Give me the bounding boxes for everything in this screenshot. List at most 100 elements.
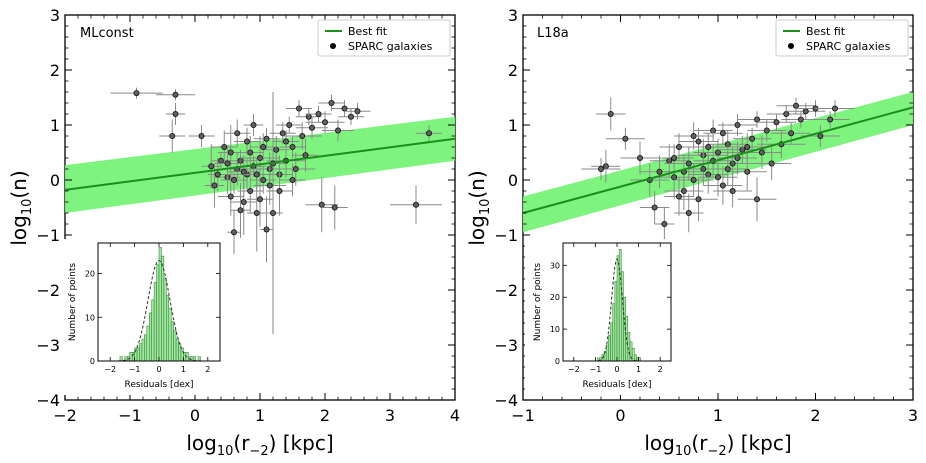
point-marker (827, 116, 834, 123)
histogram-bar (148, 312, 152, 362)
legend-label-fit: Best fit (348, 25, 388, 38)
point-marker (273, 146, 280, 153)
data-point (276, 116, 303, 134)
inset-x-tick-label: −1 (590, 365, 602, 374)
point-marker (269, 209, 276, 216)
data-point (718, 114, 757, 136)
point-marker (719, 182, 726, 189)
point-marker (227, 149, 234, 156)
inset-x-tick-label: 0 (156, 365, 161, 374)
histogram-bar (158, 247, 162, 362)
y-axis-title: log10(n) (465, 170, 493, 245)
y-tick-label: 2 (50, 61, 60, 80)
data-point (282, 122, 322, 150)
y-axis-title: log10(n) (7, 170, 35, 245)
point-marker (318, 201, 325, 208)
y-tick-label: 0 (50, 171, 60, 190)
point-marker (705, 171, 712, 178)
inset-x-title: Residuals [dex] (125, 380, 194, 390)
point-marker (656, 168, 663, 175)
point-marker (266, 182, 273, 189)
histogram-bar (129, 352, 133, 362)
point-marker (315, 111, 322, 118)
point-marker (705, 143, 712, 150)
y-tick-label: 1 (508, 116, 518, 135)
data-point (321, 185, 348, 230)
best-fit-line (522, 106, 914, 214)
point-marker (744, 143, 751, 150)
data-point (781, 111, 821, 128)
point-marker (817, 132, 824, 139)
point-marker (221, 143, 228, 150)
data-point (243, 114, 264, 136)
point-marker (347, 113, 354, 120)
data-point (217, 177, 244, 216)
data-point (605, 127, 645, 150)
point-marker (602, 163, 609, 170)
data-point (596, 97, 626, 131)
data-point (227, 155, 260, 189)
inset-x-tick-label: −2 (568, 365, 580, 374)
data-point (305, 105, 332, 123)
x-tick-label: −1 (511, 406, 535, 425)
data-point (253, 127, 280, 150)
x-tick-label: −2 (53, 406, 77, 425)
data-point (266, 166, 293, 216)
point-marker (260, 143, 267, 150)
point-marker (282, 138, 289, 145)
histogram-bar (161, 255, 165, 362)
data-point (156, 89, 195, 101)
point-marker (295, 105, 302, 112)
data-point (188, 125, 215, 147)
histogram-bar (175, 338, 179, 362)
inset-y-tick-label: 20 (85, 270, 95, 279)
data-point (732, 127, 772, 150)
point-marker (253, 171, 260, 178)
data-point (227, 210, 241, 255)
point-marker (710, 127, 717, 134)
data-point (279, 163, 306, 197)
data-point (260, 196, 273, 263)
point-marker (230, 176, 237, 183)
inset-x-tick-label: −2 (104, 365, 116, 374)
inset-y-tick-label: 0 (555, 357, 560, 366)
point-marker (341, 105, 348, 112)
inset-x-tick-label: 1 (181, 365, 186, 374)
y-tick-label: −1 (494, 226, 518, 245)
x-tick-label: 4 (450, 406, 460, 425)
y-tick-label: −4 (36, 391, 60, 410)
data-point (654, 207, 675, 241)
panel-label: L18a (537, 26, 569, 41)
histogram-bar (614, 281, 618, 362)
point-marker (240, 198, 247, 205)
inset-y-tick-label: 0 (90, 357, 95, 366)
data-point (620, 141, 660, 175)
point-marker (289, 176, 296, 183)
point-marker (729, 187, 736, 194)
point-marker (637, 154, 644, 161)
legend: Best fit SPARC galaxies (775, 19, 909, 57)
data-point (230, 182, 251, 238)
y-tick-label: 3 (508, 6, 518, 25)
legend: Best fit SPARC galaxies (317, 19, 451, 57)
point-marker (680, 187, 687, 194)
y-tick-label: −1 (36, 226, 60, 245)
data-point (727, 133, 767, 161)
data-point (581, 158, 621, 180)
x-tick-label: 2 (810, 406, 820, 425)
legend-point-swatch (788, 43, 794, 49)
point-marker (690, 132, 697, 139)
point-marker (256, 196, 263, 203)
point-marker (243, 138, 250, 145)
point-marker (227, 193, 234, 200)
histogram-bar (146, 325, 150, 362)
data-point (703, 166, 743, 205)
point-marker (832, 105, 839, 112)
data-point (737, 177, 777, 222)
x-tick-label: 1 (713, 406, 723, 425)
histogram-bar (190, 356, 194, 362)
data-point (591, 149, 621, 183)
data-point (321, 119, 355, 142)
data-point (234, 127, 260, 156)
point-marker (666, 157, 673, 164)
